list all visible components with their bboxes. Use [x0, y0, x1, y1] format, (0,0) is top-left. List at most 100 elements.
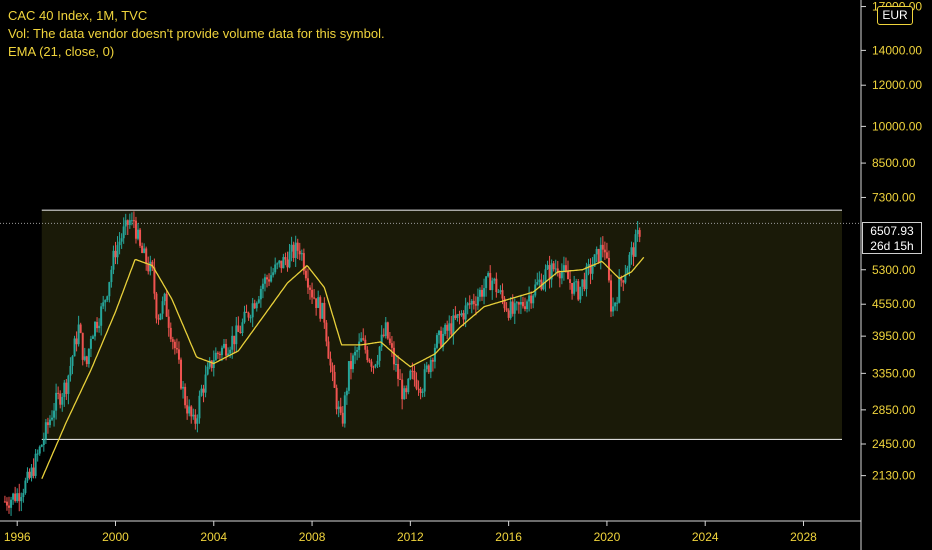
candle-body [61, 396, 64, 405]
symbol-title[interactable]: CAC 40 Index, 1M, TVC [8, 8, 148, 23]
y-tick-label: 4550.00 [872, 297, 916, 311]
candle-body [223, 343, 226, 348]
candle-body [202, 388, 205, 393]
x-tick-label: 2008 [299, 530, 326, 544]
candle-body [585, 266, 588, 290]
candle-body [280, 260, 283, 269]
candle-body [83, 356, 86, 360]
candle-body [452, 315, 455, 335]
candle-body [42, 439, 45, 446]
candle-body [610, 280, 613, 312]
candle-body [206, 366, 209, 375]
candle-body [456, 314, 459, 319]
candle-body [147, 263, 150, 272]
candle-body [352, 355, 355, 370]
candle-body [569, 279, 572, 283]
candle-body [431, 359, 434, 362]
candle-body [368, 359, 371, 362]
x-tick-label: 2016 [495, 530, 522, 544]
y-tick-label: 2130.00 [872, 469, 916, 483]
candle-body [110, 269, 113, 283]
candle-body [155, 293, 158, 319]
candle-body [218, 353, 221, 356]
candle-body [12, 493, 15, 500]
candle-body [55, 392, 58, 411]
candle-body [505, 308, 508, 311]
candle-body [509, 301, 512, 318]
candle-body [511, 301, 514, 314]
candle-body [417, 388, 420, 390]
candle-body [321, 302, 324, 319]
candle-body [38, 446, 41, 454]
candle-body [104, 300, 107, 303]
candle-body [28, 471, 31, 478]
plot-area[interactable] [0, 209, 860, 516]
candle-body [483, 288, 486, 297]
candle-body [153, 267, 156, 294]
candle-body [513, 303, 516, 314]
candle-body [159, 313, 162, 320]
candle-body [306, 278, 309, 288]
candle-body [335, 387, 338, 410]
candle-body [137, 229, 140, 239]
candle-body [638, 230, 641, 237]
candle-body [521, 302, 524, 307]
candle-body [413, 371, 416, 380]
candle-body [30, 467, 33, 478]
candle-body [366, 349, 369, 360]
candle-body [573, 282, 576, 294]
candle-body [495, 278, 498, 293]
x-tick-label: 2028 [790, 530, 817, 544]
candle-body [607, 257, 610, 281]
candle-body [462, 313, 465, 320]
last-price-value: 6507.93 [870, 224, 914, 238]
candle-body [24, 480, 27, 494]
y-tick-label: 7300.00 [872, 190, 916, 204]
candle-body [122, 226, 125, 239]
candle-body [624, 274, 627, 283]
ema-indicator-label[interactable]: EMA (21, close, 0) [8, 44, 115, 59]
candle-body [349, 361, 352, 370]
candle-body [18, 493, 21, 502]
candle-body [317, 297, 320, 308]
candle-body [132, 220, 135, 222]
candle-body [216, 352, 219, 354]
price-axis[interactable]: 17000.0014000.0012000.0010000.008500.007… [861, 0, 922, 483]
last-price-label: 6507.93 26d 15h [862, 222, 922, 254]
candle-body [601, 244, 604, 250]
candle-body [591, 266, 594, 274]
candle-body [313, 297, 316, 299]
candle-body [554, 268, 557, 270]
candle-body [392, 347, 395, 365]
candle-body [263, 277, 266, 284]
currency-button[interactable]: EUR [877, 6, 913, 25]
candle-body [315, 298, 318, 308]
candle-body [124, 220, 127, 227]
candle-body [245, 311, 248, 313]
x-tick-label: 2004 [200, 530, 227, 544]
candle-body [401, 379, 404, 400]
candle-body [235, 325, 238, 345]
candle-body [526, 301, 529, 310]
candle-body [171, 339, 174, 342]
candle-body [59, 393, 62, 405]
candle-body [73, 338, 76, 357]
x-tick-label: 2012 [397, 530, 424, 544]
candle-body [253, 303, 256, 309]
candle-body [356, 350, 359, 352]
candle-body [491, 280, 494, 291]
candle-body [440, 330, 443, 347]
candle-body [180, 359, 183, 389]
candle-body [311, 289, 314, 298]
candle-body [75, 338, 78, 345]
candle-body [378, 346, 381, 361]
candle-body [442, 333, 445, 347]
candle-body [331, 365, 334, 372]
candle-body [470, 300, 473, 305]
time-axis[interactable]: 1996 2000 2004 2008 2012 2016 2020 2024 2028 [4, 521, 817, 544]
candle-body [605, 252, 608, 258]
candle-body [343, 395, 346, 424]
candle-body [282, 257, 285, 269]
x-tick-label: 2000 [102, 530, 129, 544]
